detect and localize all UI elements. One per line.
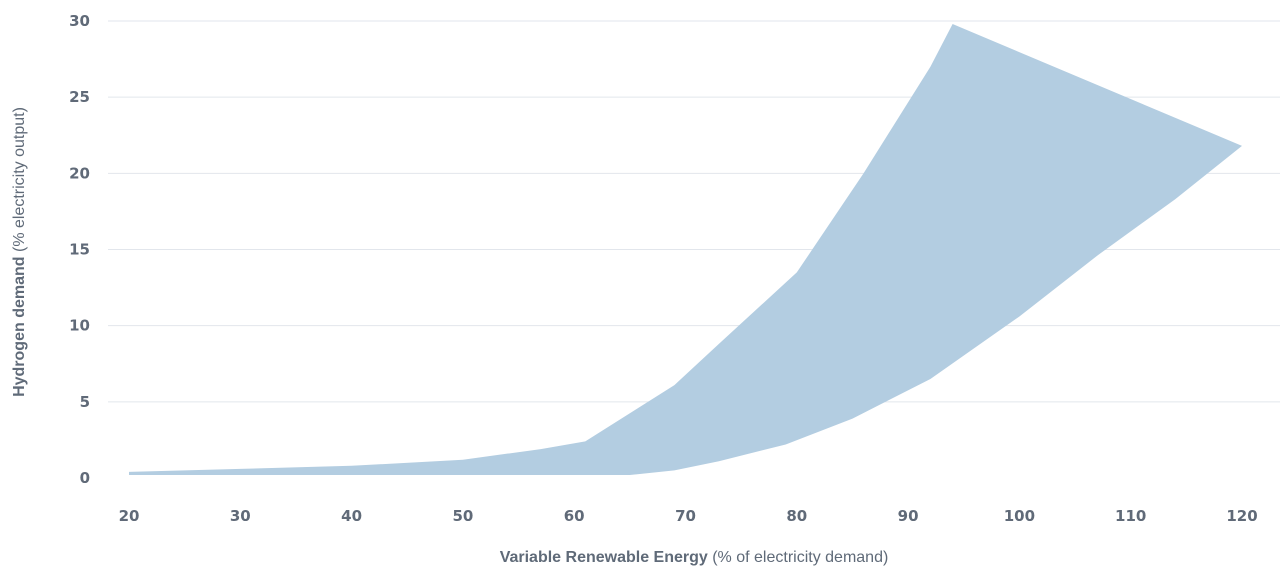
y-tick-label: 5 [80, 393, 90, 411]
x-tick-label: 70 [675, 507, 696, 525]
demand-range-band [129, 24, 1242, 475]
y-axis-title-bold: Hydrogen demand [11, 256, 28, 396]
x-axis-tick-labels: 20 30 40 50 60 70 80 90 100 110 120 [119, 507, 1258, 525]
x-tick-label: 80 [786, 507, 807, 525]
y-axis-tick-labels: 0 5 10 15 20 25 30 [69, 12, 90, 487]
x-tick-label: 30 [230, 507, 251, 525]
x-axis-title-unit: (% of electricity demand) [708, 549, 889, 566]
y-tick-label: 10 [69, 317, 90, 335]
x-tick-label: 110 [1115, 507, 1146, 525]
x-axis-title-bold: Variable Renewable Energy [500, 549, 708, 566]
y-tick-label: 30 [69, 12, 90, 30]
demand-band-area [129, 24, 1242, 475]
x-tick-label: 40 [341, 507, 362, 525]
x-tick-label: 90 [898, 507, 919, 525]
x-tick-label: 60 [564, 507, 585, 525]
x-tick-label: 100 [1004, 507, 1035, 525]
y-tick-label: 15 [69, 241, 90, 259]
y-tick-label: 25 [69, 88, 90, 106]
grid-lines [108, 20, 1280, 403]
y-tick-label: 20 [69, 164, 90, 182]
x-axis-title: Variable Renewable Energy (% of electric… [500, 549, 889, 566]
y-axis-title: Hydrogen demand (% electricity output) [11, 107, 28, 397]
y-tick-label: 0 [80, 469, 90, 487]
x-tick-label: 50 [452, 507, 473, 525]
x-tick-label: 120 [1226, 507, 1257, 525]
y-axis-title-unit: (% electricity output) [11, 107, 28, 256]
x-tick-label: 20 [119, 507, 140, 525]
